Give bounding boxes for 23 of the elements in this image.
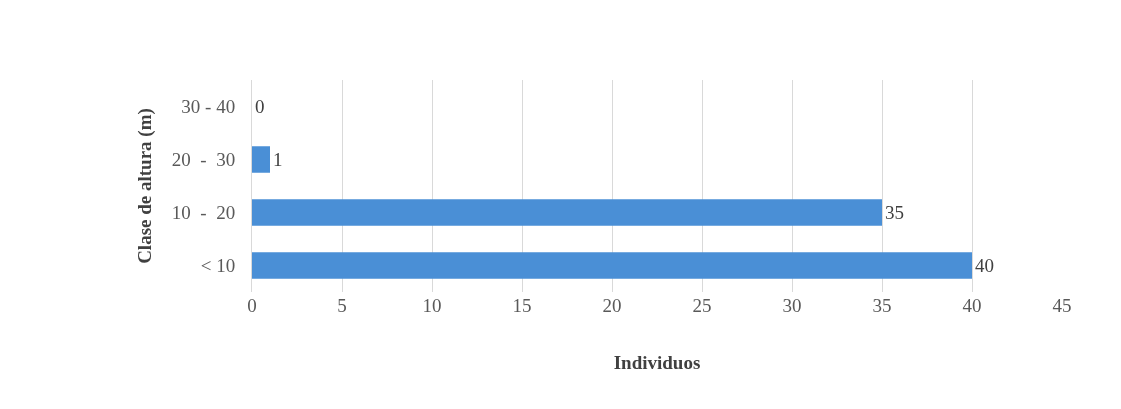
- y-tick-label: < 10: [200, 255, 236, 277]
- x-axis-title: Individuos: [613, 351, 701, 373]
- y-axis-title: Clase de altura (m): [133, 108, 156, 264]
- x-tick-label: 25: [692, 295, 712, 316]
- data-label: 40: [975, 255, 994, 276]
- bar: [252, 199, 882, 226]
- x-tick-label: 35: [872, 295, 892, 316]
- x-tick-label: 5: [337, 295, 347, 316]
- x-tick-label: 40: [962, 295, 982, 316]
- x-tick-label: 45: [1052, 295, 1072, 316]
- x-tick-label: 30: [782, 295, 802, 316]
- data-label: 0: [255, 96, 265, 117]
- x-tick-label: 15: [512, 295, 532, 316]
- bar: [252, 146, 270, 173]
- x-tick-label: 20: [602, 295, 622, 316]
- data-label: 35: [885, 202, 904, 223]
- x-tick-label: 10: [422, 295, 442, 316]
- y-tick-label: 30 - 40: [181, 96, 236, 118]
- x-tick-label: 0: [247, 295, 257, 316]
- y-tick-label: 10 - 20: [171, 202, 236, 224]
- bar: [252, 252, 972, 279]
- y-tick-label: 20 - 30: [171, 149, 236, 171]
- data-label: 1: [273, 149, 283, 170]
